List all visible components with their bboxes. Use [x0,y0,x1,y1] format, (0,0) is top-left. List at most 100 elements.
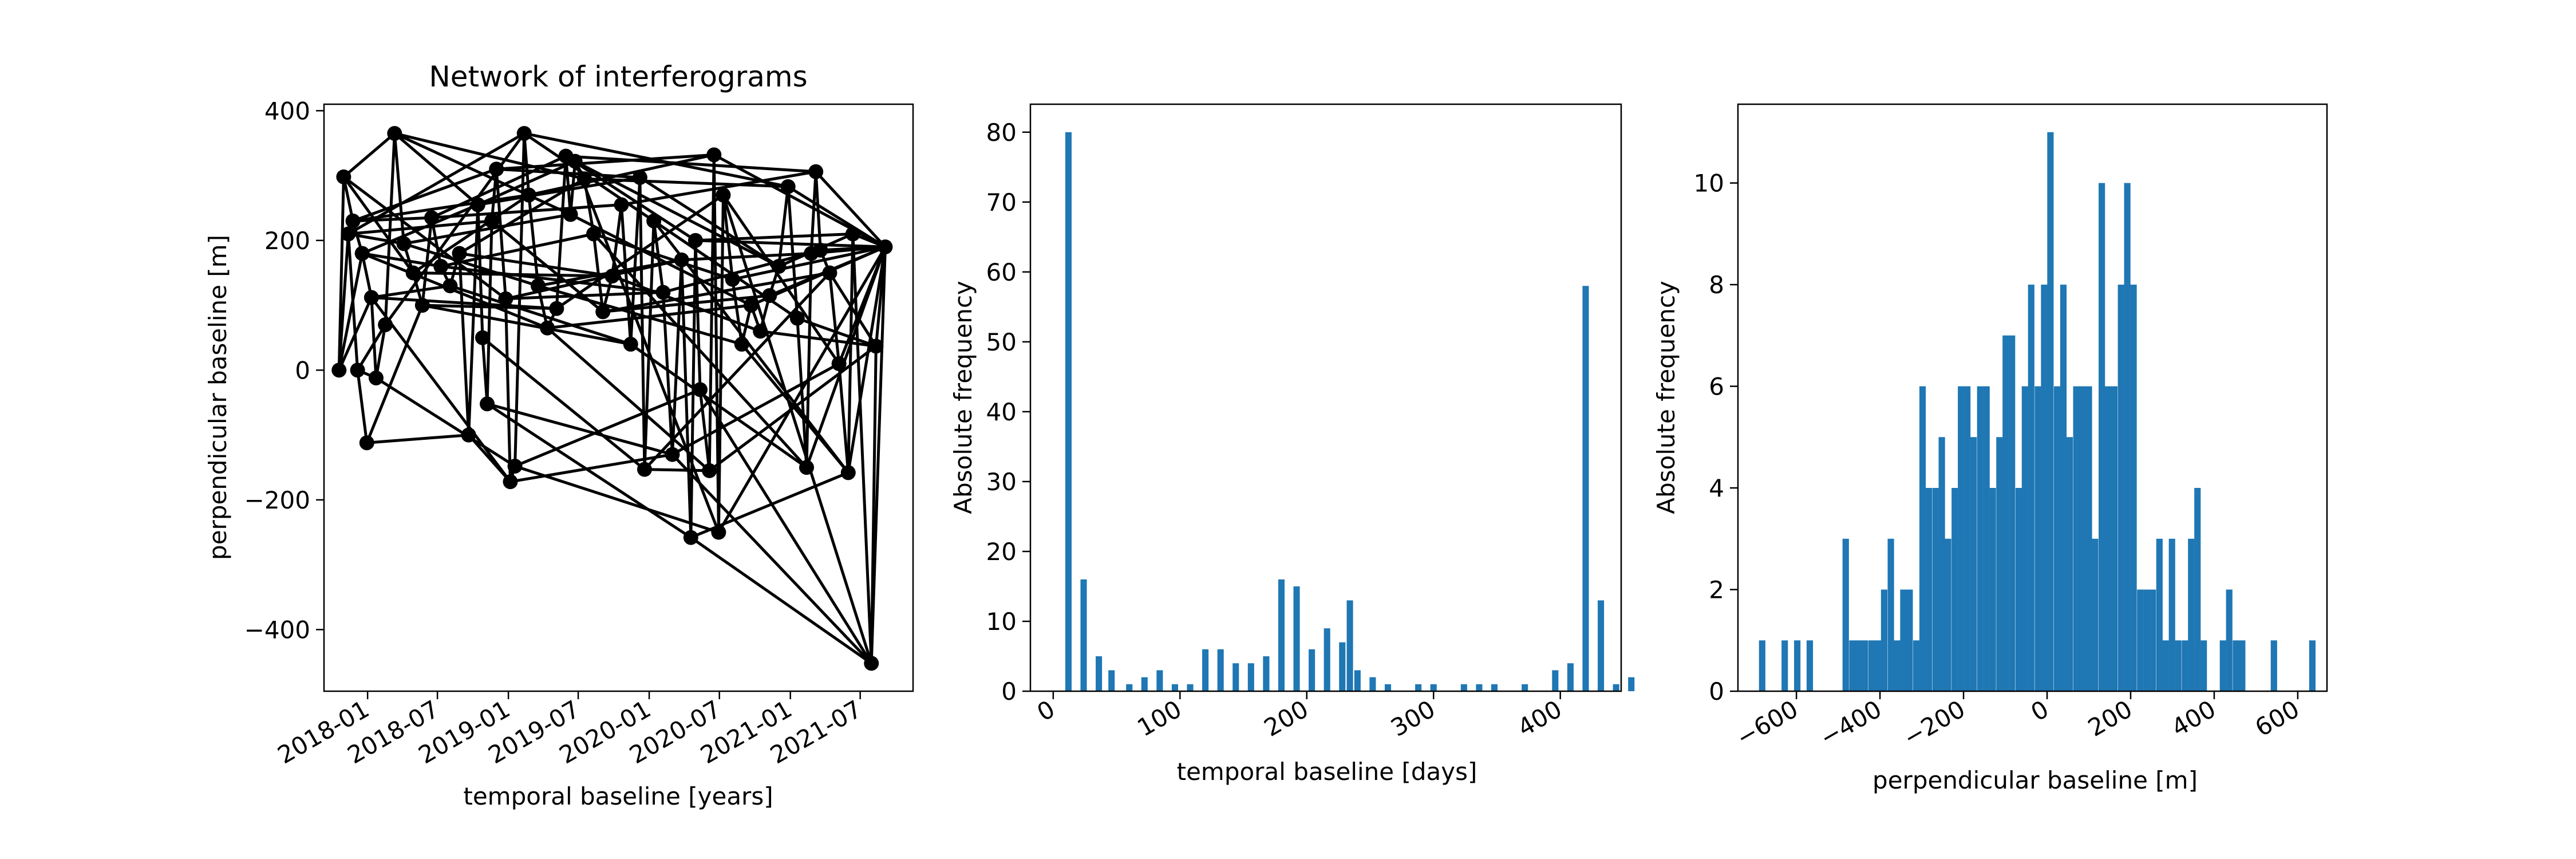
network-node [753,324,768,339]
network-edge [698,389,873,664]
perpendicular-histogram-bar [1794,640,1801,691]
temporal-histogram-bar [1476,684,1483,691]
network-edge [361,203,479,255]
temporal-histogram-bar [1598,600,1605,691]
temporal-y-tick-label: 20 [986,538,1017,566]
network-edge [870,247,887,664]
perpendicular-histogram-bar [1874,640,1882,691]
perpendicular-histogram-bars [1759,132,2316,692]
network-edge [547,304,752,330]
network-edge [809,171,817,254]
perpendicular-histogram-bar [2156,538,2163,691]
network-node [503,474,518,490]
perpendicular-histogram-bar [2015,488,2022,691]
perpendicular-histogram-bar [2047,132,2054,692]
network-edge [643,220,655,470]
temporal-y-tick-label: 80 [986,119,1017,147]
perpendicular-histogram-bar [1996,437,2003,691]
network-edge [874,246,887,346]
network-edge [574,160,780,268]
temporal-histogram-bar [1460,684,1467,691]
network-node [845,226,860,242]
network-node [331,362,347,378]
perpendicular-histogram-bar [1977,386,1984,691]
perpendicular-histogram-bar [2162,640,2169,691]
temporal-histogram-bar [1384,684,1392,691]
network-node [359,435,374,451]
network-node [405,265,421,281]
network-edge [721,195,734,280]
network-node [461,427,476,443]
perpendicular-histogram-bar [2143,589,2150,691]
perpendicular-histogram-bar [2028,285,2034,691]
perpendicular-histogram-bar [1855,640,1862,691]
perpendicular-histogram-bar [2105,386,2112,691]
network-edge [495,169,507,299]
perpendicular-histogram-bar [2073,386,2080,691]
network-node [840,465,856,480]
perpendicular-histogram-bar [2239,640,2246,691]
network-node [433,259,449,274]
network-edge [337,234,350,371]
network-edge [602,271,830,313]
perpendicular-histogram-bar [2092,538,2099,691]
network-node [878,239,893,255]
network-node [480,396,495,412]
temporal-histogram-bar [1346,600,1353,691]
temporal-histogram-bar [1522,684,1528,691]
network-edge [837,246,887,364]
perpendicular-histogram-bar [2099,183,2105,692]
network-node [452,246,467,261]
network-edge [481,336,646,471]
network-edge [353,194,530,223]
network-node [540,320,555,336]
network-edge [505,290,663,301]
network-edge [371,296,557,310]
temporal-histogram-bar [1582,286,1589,691]
temporal-histogram-bar [1247,663,1254,691]
network-edge [384,133,396,325]
network-node [623,337,638,352]
network-edge [337,253,364,371]
network-edge [361,253,373,298]
network-node [706,147,722,163]
perpendicular-histogram-bar [2226,589,2233,691]
network-edge [394,132,585,180]
perpendicular-histogram-bar [2137,589,2144,691]
network-node [683,530,698,545]
network-edge [487,402,673,456]
network-edge [620,204,633,345]
perpendicular-y-axis-label: Absolute frequency [1652,281,1680,514]
perpendicular-histogram-bar [2034,386,2041,691]
temporal-histogram-bar [1108,670,1115,691]
network-edge [847,234,855,473]
temporal-y-tick-label: 60 [986,258,1017,286]
network-edge [485,220,493,404]
network-edge [486,403,692,539]
perpendicular-histogram-bar [1938,437,1945,691]
perpendicular-histogram-bar [2219,640,2226,691]
network-edge [712,155,720,533]
temporal-y-tick-label: 50 [986,328,1017,356]
network-edge [661,292,674,455]
network-node [475,330,490,345]
network-edge [404,213,571,245]
network-edge [528,153,714,197]
temporal-histogram-bar [1354,670,1361,691]
network-node [364,290,379,305]
network-edge [566,155,816,174]
network-node [632,170,647,185]
perpendicular-histogram-bar [2117,285,2124,691]
perpendicular-histogram-bar [1932,488,1939,691]
network-node [734,337,749,352]
perpendicular-y-tick-label: 2 [1709,576,1724,604]
temporal-histogram-bar [1309,649,1315,691]
network-edge [546,326,710,472]
perpendicular-histogram-bar [2309,640,2316,691]
temporal-histogram-bar [1187,684,1194,691]
network-edge [440,265,663,294]
network-node [507,458,523,474]
network-y-axis-label: perpendicular baseline [m] [204,235,232,560]
network-edge [611,274,761,333]
perpendicular-y-tick-label: 6 [1709,373,1724,401]
